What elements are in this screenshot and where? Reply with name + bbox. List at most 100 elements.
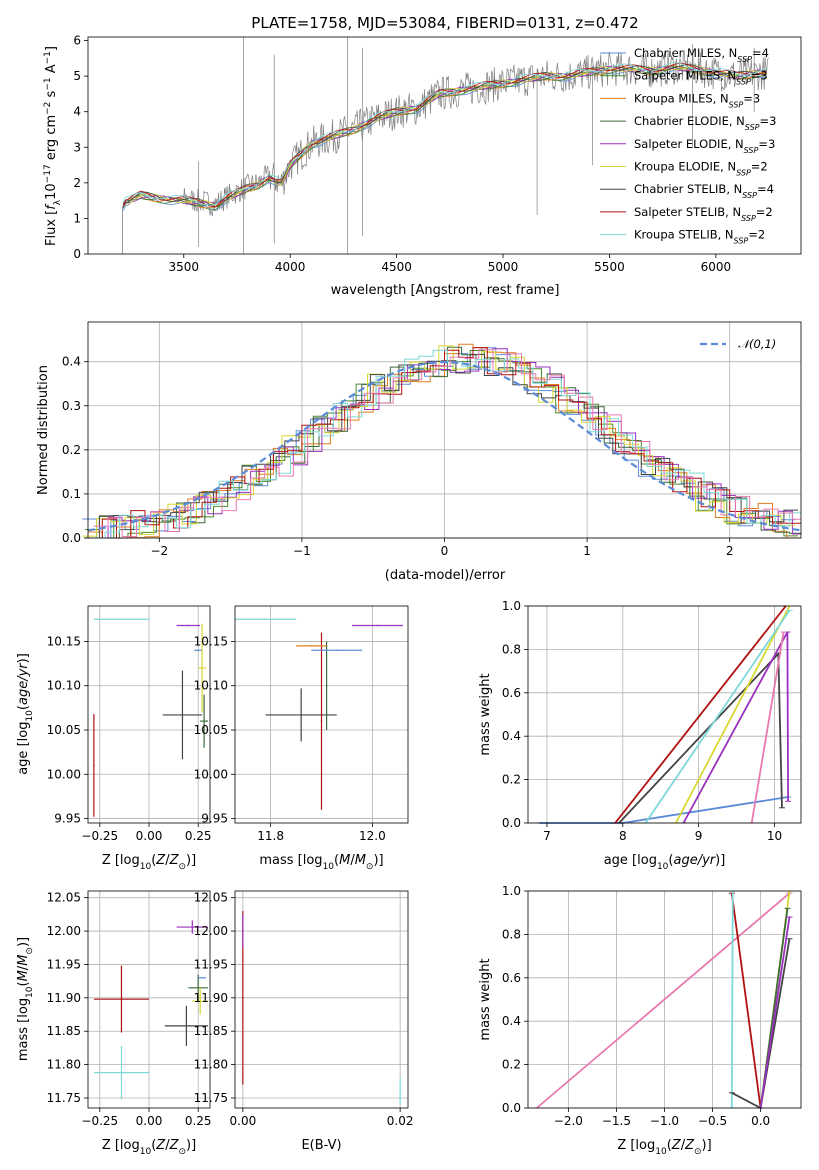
mass-vs-e-b-v--point	[242, 997, 244, 999]
age-vs-z-ytick-label: 10.00	[47, 767, 81, 781]
mass-weight-vs-age-line-pink	[750, 631, 785, 824]
age-vs-z-ytick-label: 10.10	[47, 679, 81, 693]
mass-weight-vs-z-xtick-label: 0.0	[751, 1114, 770, 1128]
mass-weight-vs-z-xtick-label: −1.0	[650, 1114, 679, 1128]
mass-vs-z-point	[197, 987, 199, 989]
age-vs-mass-point	[325, 684, 328, 687]
residual-histogram-xtick-label: −1	[293, 544, 311, 558]
mass-vs-z-point	[201, 977, 203, 979]
age-vs-z-ytick-label: 10.05	[47, 723, 81, 737]
spectrum-ylabel: Flux [fλ10−17 erg cm−2 s−1 A−1]	[43, 46, 63, 246]
mass-weight-vs-z-ytick-label: 1.0	[502, 884, 521, 898]
mass-vs-z-ytick-label: 11.85	[47, 1024, 81, 1038]
mass-weight-vs-z-xtick-label: −0.5	[698, 1114, 727, 1128]
mass-weight-vs-age-xlabel: age [log10(age/yr)]	[604, 853, 726, 872]
age-vs-z-point	[203, 720, 205, 722]
age-vs-z-point	[187, 624, 190, 627]
mass-weight-vs-age-line-chabrier-stelib	[618, 651, 783, 824]
spectrum-ytick-label: 5	[73, 69, 81, 83]
mass-vs-z-ytick-label: 12.00	[47, 924, 81, 938]
mass-weight-vs-z-xlabel: Z [log10(Z/Z⊙)]	[617, 1138, 711, 1157]
age-vs-z-point	[181, 714, 184, 716]
age-vs-z-point	[197, 649, 199, 652]
mass-vs-z-ytick-label: 11.95	[47, 957, 81, 971]
age-vs-mass-point	[264, 618, 267, 621]
mass-weight-vs-age-frame	[527, 605, 802, 824]
mass-vs-e-b-v--ytick-label: 11.85	[194, 1024, 228, 1038]
mass-vs-e-b-v--ytick-label: 12.00	[194, 924, 228, 938]
mass-weight-vs-age-xtick-label: 9	[695, 829, 703, 843]
residual-histogram-ytick-label: 0.0	[62, 531, 81, 545]
mass-vs-z-xlabel: Z [log10(Z/Z⊙)]	[102, 1138, 196, 1157]
age-vs-mass-point	[335, 649, 338, 652]
age-vs-z-point	[201, 667, 203, 669]
mass-weight-vs-age-line-kroupa-elodie	[675, 605, 791, 824]
spectrum-ytick-label: 1	[73, 211, 81, 225]
mass-weight-vs-age-line-chabrier-miles	[539, 796, 789, 824]
mass-vs-z-ytick-label: 12.05	[47, 891, 81, 905]
age-vs-mass-ytick-label: 10.10	[194, 679, 228, 693]
legend-label-chabrier-stelib: Chabrier STELIB, NSSP=4	[634, 182, 774, 200]
mass-weight-vs-z-ytick-label: 0.4	[502, 1014, 521, 1028]
spectrum-model-salpeter-stelib	[122, 63, 767, 208]
mass-vs-z-ylabel: mass [log10(M/M⊙)]	[16, 937, 35, 1061]
mass-vs-e-b-v--point	[399, 1090, 401, 1093]
mass-vs-z-point	[199, 1000, 201, 1002]
residual-histogram-xtick-label: 1	[583, 544, 591, 558]
mass-vs-z-xtick-label: −0.25	[81, 1114, 118, 1128]
age-vs-mass-xlabel: mass [log10(M/M⊙)]	[259, 853, 383, 872]
spectrum-ytick-label: 3	[73, 140, 81, 154]
spectrum-legend: Chabrier MILES, NSSP=4 Salpeter MILES, NS…	[600, 46, 776, 245]
residual-histogram-xtick-label: −2	[150, 544, 168, 558]
spectrum-xtick-label: 3500	[169, 260, 200, 274]
mass-weight-vs-age-line-kroupa-stelib	[644, 609, 791, 824]
mass-vs-e-b-v--ytick-label: 11.95	[194, 957, 228, 971]
mass-vs-e-b-v--ytick-label: 11.80	[194, 1058, 228, 1072]
mass-weight-vs-z-line-kroupa-stelib	[730, 890, 734, 1109]
spectrum-ytick-label: 2	[73, 176, 81, 190]
mass-vs-e-b-v--xlabel: E(B-V)	[301, 1138, 341, 1153]
mass-vs-z-point	[120, 998, 123, 1000]
age-vs-z-xtick-label: −0.25	[81, 829, 118, 843]
mass-weight-vs-age-ytick-label: 1.0	[502, 599, 521, 613]
spectrum-model-kroupa-stelib	[122, 61, 767, 206]
age-vs-mass-point	[300, 714, 302, 716]
spectrum-xlabel: wavelength [Angstrom, rest frame]	[331, 283, 560, 298]
age-vs-z-ytick-label: 9.95	[54, 812, 81, 826]
mass-vs-e-b-v--xtick-label: 0.00	[230, 1114, 257, 1128]
legend-label-salpeter-stelib: Salpeter STELIB, NSSP=2	[634, 205, 773, 223]
age-vs-mass-frame	[234, 605, 409, 824]
spectrum-ytick-label: 0	[73, 247, 81, 261]
mass-vs-e-b-v--ytick-label: 11.90	[194, 991, 228, 1005]
mass-weight-vs-age-xtick-label: 8	[619, 829, 627, 843]
histogram-step-chabrier-stelib	[85, 353, 799, 539]
age-vs-mass-point	[310, 645, 313, 647]
mass-weight-vs-age-ytick-label: 0.0	[502, 816, 521, 830]
mass-weight-vs-age-ytick-label: 0.4	[502, 729, 521, 743]
spectrum-xtick-label: 4500	[381, 260, 412, 274]
residual-histogram-xtick-label: 2	[726, 544, 734, 558]
histogram-legend-label: 𝒩(0,1)	[738, 337, 776, 351]
age-vs-z-xtick-label: 0.25	[185, 829, 212, 843]
mass-weight-vs-age-line-salpeter-elodie	[682, 631, 789, 824]
age-vs-mass-ytick-label: 10.05	[194, 723, 228, 737]
mass-vs-z-xtick-label: 0.25	[185, 1114, 212, 1128]
age-vs-mass-ytick-label: 10.15	[194, 634, 228, 648]
spectrum-frame	[87, 36, 802, 255]
mass-weight-vs-z-line-salpeter-elodie	[759, 916, 791, 1109]
mass-weight-vs-age-xtick-label: 7	[543, 829, 551, 843]
age-vs-mass-ytick-label: 10.00	[194, 767, 228, 781]
mass-weight-vs-age-xtick-label: 10	[767, 829, 782, 843]
spectrum-ytick-label: 4	[73, 105, 81, 119]
histogram-step-salpeter-elodie	[93, 348, 801, 539]
mass-weight-vs-z-xtick-label: −2.0	[554, 1114, 583, 1128]
mass-vs-z-point	[191, 926, 194, 928]
legend-label-salpeter-elodie: Salpeter ELODIE, NSSP=3	[634, 137, 775, 155]
histogram-step-chabrier-miles	[82, 347, 796, 539]
age-vs-z-ylabel: age [log10(age/yr)]	[16, 653, 35, 775]
age-vs-mass-xtick-label: 11.8	[257, 829, 284, 843]
legend-label-kroupa-miles: Kroupa MILES, NSSP=3	[634, 91, 760, 109]
age-vs-mass-ytick-label: 9.95	[201, 812, 228, 826]
histogram-step-kroupa-stelib	[90, 349, 801, 539]
